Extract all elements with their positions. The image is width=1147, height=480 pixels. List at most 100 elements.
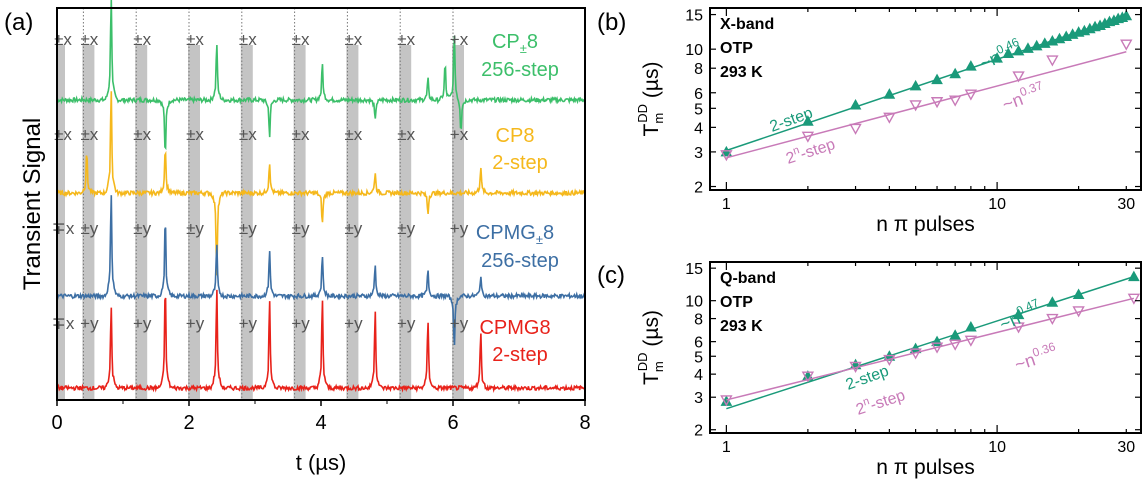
- x-tick-label: 0: [51, 412, 62, 434]
- y-tick-label: 3: [694, 390, 703, 407]
- y-label-sup: DD: [635, 352, 650, 371]
- trace-label-sub: ±: [520, 41, 527, 56]
- phase-label: +y: [450, 314, 469, 333]
- trace-label-main: CP: [492, 31, 520, 53]
- y-label-sup: DD: [635, 104, 650, 123]
- trace-label: CP8: [496, 125, 535, 147]
- y-tick-label: 6: [694, 335, 703, 352]
- phase-label: ±x: [54, 125, 72, 144]
- data-point: [802, 115, 814, 126]
- data-point: [1046, 55, 1059, 67]
- data-point: [948, 95, 962, 107]
- data-point: [1072, 288, 1085, 300]
- phase-label: ±x: [54, 30, 72, 49]
- y-label-sub: m: [651, 361, 666, 372]
- pulse-bar: [188, 45, 200, 400]
- phase-label: +y: [291, 314, 310, 333]
- trace-label-tail: 8: [543, 222, 554, 244]
- phase-label: +y: [80, 314, 99, 333]
- phase-label: +y: [133, 314, 152, 333]
- phase-label: ±x: [292, 30, 310, 49]
- series-label: 2-step: [768, 105, 816, 136]
- data-point: [991, 52, 1003, 63]
- y-tick-label: 2: [694, 423, 703, 440]
- data-point: [1046, 296, 1059, 307]
- info-text: Q-band: [720, 270, 776, 287]
- signal-trace: [56, 91, 586, 276]
- series-label-sup: n: [792, 144, 802, 157]
- data-point: [1022, 42, 1034, 53]
- phase-labels: ±x ±x ±x ±x ±x ±x ±x ±x +x ±x ±x ±x ±x ±x ±x ±x ±x +x ∓x ±y…: [52, 30, 469, 333]
- y-tick-label: 8: [694, 61, 703, 78]
- phase-label: +y: [239, 314, 258, 333]
- pulse-bar: [346, 45, 359, 400]
- data-point: [909, 100, 922, 112]
- phase-label: ±y: [80, 219, 98, 238]
- fit-line: [726, 51, 1127, 159]
- y-tick-label: 10: [685, 294, 703, 311]
- trace-label: CPMG±8: [476, 222, 554, 247]
- data-point: [883, 112, 896, 124]
- data-point: [1002, 47, 1015, 59]
- data-point: [909, 79, 922, 91]
- phase-label: ±x: [186, 125, 204, 144]
- data-point: [1012, 44, 1025, 56]
- trace-label-2: 2-step: [492, 344, 548, 366]
- phase-label: +y: [186, 314, 205, 333]
- phase-label: +x: [450, 30, 469, 49]
- phase-label: ∓x: [52, 314, 75, 333]
- x-tick-label: 30: [1117, 439, 1135, 456]
- phase-label: +y: [344, 314, 363, 333]
- data-point: [849, 361, 862, 373]
- trace-label-2: 256-step: [481, 250, 559, 272]
- y-tick-label: 3: [694, 145, 703, 162]
- fit-label: ~n0.36: [1011, 339, 1060, 375]
- data-point: [801, 131, 815, 143]
- phase-label: ±y: [344, 219, 362, 238]
- trace-label-tail: 8: [527, 31, 538, 53]
- phase-label: +y: [397, 314, 416, 333]
- plot-frame: [709, 7, 1142, 191]
- phase-label: ±x: [133, 30, 151, 49]
- data-point: [849, 123, 862, 135]
- trace-label-2: 2-step: [492, 152, 548, 174]
- y-label-sub: m: [651, 113, 666, 124]
- data-point: [931, 73, 943, 85]
- phase-label: ±x: [239, 125, 257, 144]
- phase-label: ±x: [80, 30, 98, 49]
- phase-label: +y: [450, 219, 469, 238]
- phase-label: ∓x: [52, 219, 75, 238]
- trace-label: CPMG8: [479, 317, 550, 339]
- trace-label-main: CPMG8: [479, 317, 550, 339]
- phase-label: ±x: [292, 125, 310, 144]
- plot-frame: [709, 261, 1142, 434]
- y-tick-label: 2: [694, 180, 703, 197]
- fit-line: [726, 297, 1135, 401]
- y-tick-label: 6: [694, 86, 703, 103]
- data-point: [801, 371, 815, 383]
- data-point: [720, 395, 733, 407]
- data-point: [948, 339, 962, 351]
- info-text: 293 K: [720, 64, 763, 81]
- phase-label: ±y: [292, 219, 310, 238]
- phase-label: ±y: [239, 219, 257, 238]
- data-point: [1127, 293, 1141, 305]
- pulse-bar: [82, 45, 95, 400]
- x-tick-label: 2: [183, 412, 194, 434]
- data-point: [849, 98, 862, 110]
- trace-label-sub: ±: [536, 232, 543, 247]
- phase-label: ±y: [133, 219, 151, 238]
- signal-traces: [56, 0, 586, 394]
- phase-label: ±x: [397, 30, 415, 49]
- pulse-bar: [240, 45, 253, 400]
- pulse-bar: [399, 45, 412, 400]
- series-label-tail: -step: [868, 387, 907, 414]
- trace-label: CP±8: [492, 31, 538, 56]
- y-axis-label: TmDD (µs): [635, 62, 666, 137]
- pulse-bar: [57, 45, 65, 400]
- signal-trace: [56, 195, 586, 346]
- series-label-tail: -step: [798, 136, 837, 163]
- y-label-main: T: [640, 372, 663, 385]
